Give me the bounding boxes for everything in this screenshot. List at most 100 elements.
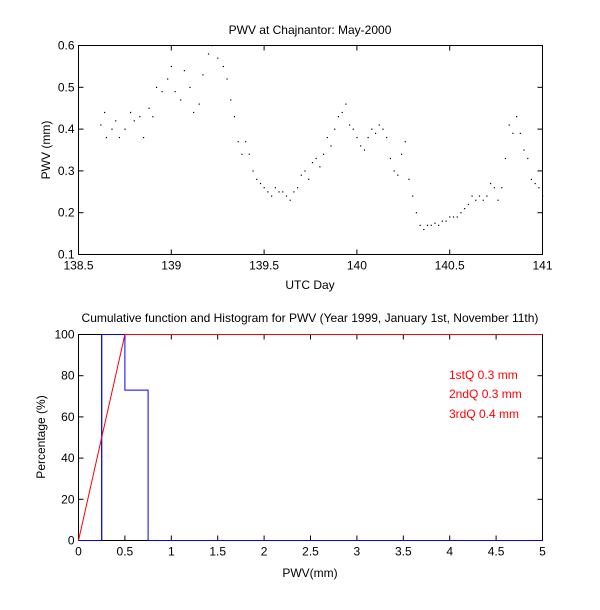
data-point <box>241 153 243 155</box>
data-point <box>274 187 276 189</box>
data-point <box>371 128 373 130</box>
data-point <box>493 187 495 189</box>
data-point <box>167 78 169 80</box>
data-point <box>282 191 284 193</box>
data-point <box>226 78 228 80</box>
data-point <box>211 45 213 47</box>
data-point <box>207 53 210 55</box>
histogram-line <box>78 334 543 541</box>
data-point <box>334 128 336 130</box>
data-point <box>490 182 492 185</box>
data-point <box>460 212 462 214</box>
data-point <box>115 120 117 122</box>
data-point <box>152 116 154 118</box>
data-point <box>311 162 314 164</box>
data-point <box>278 191 280 193</box>
top-y-tick-label: 0.3 <box>58 164 75 178</box>
data-point <box>382 128 384 130</box>
data-point <box>449 216 451 218</box>
data-point <box>441 220 443 222</box>
data-point <box>426 224 429 226</box>
data-point <box>360 145 362 147</box>
bottom-y-tick-label: 80 <box>61 369 75 383</box>
bottom-y-tick-label: 100 <box>54 328 74 342</box>
bottom-x-tick-label: 2 <box>261 545 268 559</box>
top-x-tick-label: 138.5 <box>63 259 93 273</box>
top-x-tick-label: 140.5 <box>435 259 465 273</box>
data-point <box>330 145 332 147</box>
data-point <box>230 99 232 101</box>
bottom-x-tick-label: 3.5 <box>395 545 412 559</box>
annotation-3rdq: 3rdQ 0.4 mm <box>449 407 519 421</box>
data-point <box>337 116 340 118</box>
bottom-y-tick-label: 0 <box>68 534 75 548</box>
chart-title-bottom: Cumulative function and Histogram for PW… <box>82 311 539 325</box>
bottom-x-tick-label: 4.5 <box>488 545 505 559</box>
data-point <box>139 116 141 118</box>
bottom-y-tick-label: 60 <box>61 410 75 424</box>
data-point <box>538 187 540 189</box>
data-point <box>304 170 306 172</box>
data-point <box>504 157 507 160</box>
data-point <box>202 74 204 76</box>
data-point <box>345 103 347 105</box>
data-point <box>456 216 458 218</box>
data-point <box>118 136 121 139</box>
bottom-x-tick-label: 4 <box>446 545 453 559</box>
top-y-tick-label: 0.6 <box>58 39 75 53</box>
data-point <box>248 153 250 155</box>
data-point <box>445 220 447 222</box>
data-point <box>397 174 399 176</box>
bottom-x-tick-label: 3 <box>354 545 361 559</box>
data-point <box>393 170 395 172</box>
data-point <box>430 224 432 226</box>
data-point <box>297 187 299 189</box>
chart-title-top: PWV at Chajnantor: May-2000 <box>229 23 392 37</box>
data-point <box>386 136 388 139</box>
data-point <box>400 153 403 155</box>
data-point <box>534 182 536 185</box>
data-point <box>271 195 273 197</box>
data-point <box>245 141 247 143</box>
data-point <box>352 128 354 130</box>
data-point <box>423 228 425 231</box>
data-point <box>412 195 414 197</box>
data-point <box>527 157 529 160</box>
data-point <box>193 111 195 114</box>
data-point <box>464 208 466 210</box>
data-point <box>267 191 269 193</box>
top-y-tick-label: 0.2 <box>58 206 75 220</box>
bottom-x-tick-label: 1 <box>168 545 175 559</box>
data-point <box>293 191 295 193</box>
data-point <box>512 132 514 134</box>
top-axes-box <box>78 45 543 255</box>
data-point <box>467 203 469 206</box>
data-point <box>356 136 358 139</box>
bottom-x-tick-label: 1.5 <box>209 545 226 559</box>
data-point <box>285 195 288 197</box>
bottom-x-tick-label: 5 <box>539 545 546 559</box>
top-x-tick-label: 139 <box>161 259 181 273</box>
x-axis-label-top: UTC Day <box>285 278 334 292</box>
data-point <box>124 128 126 130</box>
data-point <box>259 182 262 185</box>
data-point <box>222 65 224 68</box>
data-point <box>404 141 406 143</box>
data-point <box>367 136 369 139</box>
annotation-2ndq: 2ndQ 0.3 mm <box>449 387 522 401</box>
data-point <box>415 212 417 214</box>
data-point <box>389 157 392 160</box>
data-point <box>516 116 518 118</box>
data-point <box>111 128 113 130</box>
top-x-tick-label: 139.5 <box>249 259 279 273</box>
data-point <box>308 178 310 180</box>
data-point <box>374 132 377 134</box>
bottom-axes-box <box>78 334 543 541</box>
data-point <box>198 103 200 105</box>
data-point <box>133 120 135 122</box>
data-point <box>105 136 108 139</box>
cumulative-line <box>78 334 543 541</box>
data-point <box>174 90 176 93</box>
data-point <box>100 124 102 126</box>
